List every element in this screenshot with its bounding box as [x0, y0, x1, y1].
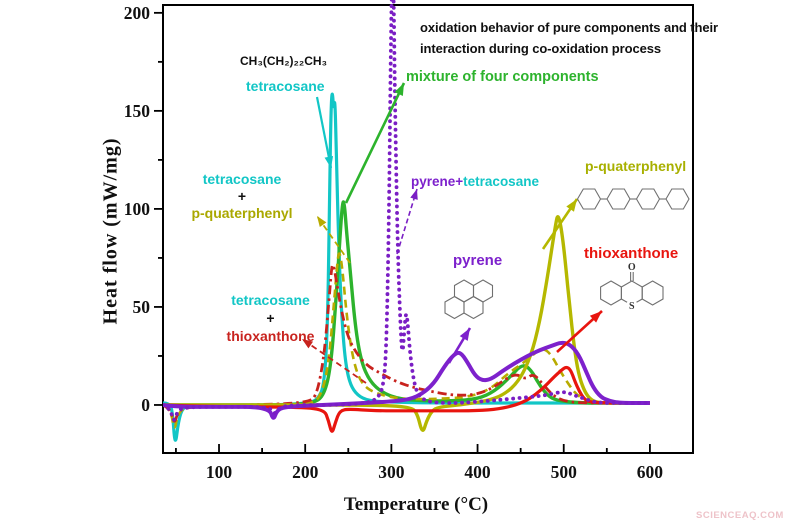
plus-sign: +	[455, 174, 464, 189]
y-axis-title: Heat flow (mW/mg)	[99, 137, 122, 325]
pyrene-structure	[444, 279, 494, 320]
y-tick-label: 0	[141, 395, 150, 415]
x-tick-label: 300	[378, 462, 405, 482]
tetracosane-leader-head	[324, 155, 334, 168]
tetracosane-part: tetracosane	[202, 171, 282, 187]
sulfur-atom-label: S	[629, 301, 635, 312]
annotation-arrows	[301, 82, 603, 384]
pyrene-tetracosane-label: pyrene+tetracosane	[411, 174, 539, 190]
tetracosane-part: tetracosane	[463, 174, 539, 189]
series-p-quaterphenyl	[163, 215, 650, 432]
oxygen-atom-label: O	[628, 262, 636, 273]
y-tick-label: 50	[133, 297, 151, 317]
plus-sign: +	[237, 188, 247, 204]
benzene-ring	[665, 188, 690, 210]
benzene-ring	[606, 188, 631, 210]
annotation-title: oxidation behavior of pure components an…	[420, 17, 718, 59]
axes-frame	[162, 4, 694, 454]
pyrene-tetracosane-leader-head	[410, 189, 418, 200]
thioxanthone-structure: OS	[600, 262, 664, 312]
atom-mask	[626, 299, 638, 311]
tetracosane-thioxanthone-leader	[301, 338, 367, 384]
annotation-line2: interaction during co-oxidation process	[420, 41, 661, 56]
mixture-leader-head	[394, 83, 404, 97]
benzene-ring	[600, 280, 622, 306]
y-tick-label: 100	[124, 199, 151, 219]
benzene-ring	[635, 188, 661, 210]
y-tick-label: 200	[124, 3, 151, 23]
benzene-ring	[463, 295, 484, 320]
tetracosane-label: tetracosane	[246, 78, 325, 94]
p-quaterphenyl-structure	[576, 188, 690, 210]
mixture-leader	[344, 82, 406, 204]
benzene-ring	[641, 280, 664, 306]
plus-sign: +	[266, 310, 275, 326]
tick-labels: 100 200 300 400 500 600 0 50 100 150 200	[124, 3, 664, 482]
tetracosane-thioxanthone-label: tetracosane + thioxanthone	[203, 291, 338, 345]
series-tetracosane-thioxanthone	[163, 263, 650, 423]
p-quaterphenyl-label: p-quaterphenyl	[585, 158, 687, 174]
tetracosane-thioxanthone-leader-head	[302, 339, 314, 349]
axis-ticks	[154, 11, 651, 453]
x-tick-label: 200	[292, 462, 319, 482]
watermark: SCIENCEAQ.COM	[696, 510, 784, 521]
x-tick-label: 500	[551, 462, 578, 482]
pyrene-label: pyrene	[453, 252, 503, 269]
series-pyrene-tetracosane	[163, 0, 652, 422]
x-axis-title: Temperature (°C)	[343, 494, 489, 515]
pyrene-part: pyrene	[411, 174, 456, 189]
x-tick-label: 600	[637, 462, 664, 482]
pyrene-tetracosane-leader	[396, 188, 418, 255]
benzene-ring	[576, 188, 602, 210]
p-quaterphenyl-part: p-quaterphenyl	[191, 205, 293, 221]
thioxanthone-label: thioxanthone	[584, 245, 679, 262]
y-tick-label: 150	[124, 101, 151, 121]
thioxanthone-leader-head	[589, 311, 602, 323]
x-tick-label: 400	[464, 462, 491, 482]
tetracosane-pquaterphenyl-label: tetracosane + p-quaterphenyl	[168, 171, 316, 222]
annotation-line1: oxidation behavior of pure components an…	[420, 20, 718, 35]
data-series	[163, 0, 652, 442]
mixture-label: mixture of four components	[406, 69, 599, 85]
formula-label: CH₃(CH₂)₂₂CH₃	[240, 54, 328, 68]
tetracosane-part: tetracosane	[231, 292, 310, 308]
tetracosane-leader	[315, 96, 333, 169]
pyrene-leader-head	[459, 328, 470, 341]
x-tick-label: 100	[206, 462, 233, 482]
p-quaterphenyl-leader-head	[566, 199, 577, 212]
series-thioxanthone	[163, 365, 650, 433]
benzene-ring	[444, 295, 465, 320]
tetracosane-pquaterphenyl-leader-head	[317, 216, 327, 227]
thioxanthone-part: thioxanthone	[226, 328, 315, 344]
